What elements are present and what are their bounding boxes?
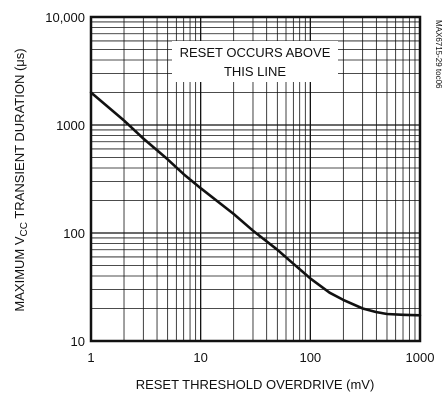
annotation-line-2: THIS LINE	[224, 64, 286, 79]
annotation-line-1: RESET OCCURS ABOVE	[180, 45, 331, 60]
x-tick-labels: 1 10 100 1000	[87, 350, 434, 365]
plot-frame	[89, 15, 422, 343]
x-tick-label: 10	[193, 350, 207, 365]
series-line	[89, 91, 422, 317]
side-note: MAX6715-29 toc06	[434, 20, 443, 89]
y-tick-label: 10,000	[45, 10, 85, 25]
x-tick-label: 1000	[406, 350, 435, 365]
x-axis-title: RESET THRESHOLD OVERDRIVE (mV)	[136, 377, 375, 392]
y-axis-title: MAXIMUM VCC TRANSIENT DURATION (μs)	[12, 48, 30, 311]
x-tick-label: 1	[87, 350, 94, 365]
y-tick-labels: 10 100 1000 10,000	[45, 10, 85, 349]
y-tick-label: 100	[63, 226, 85, 241]
y-tick-label: 10	[71, 334, 85, 349]
x-tick-label: 100	[299, 350, 321, 365]
annotation-box	[172, 41, 338, 82]
y-tick-label: 1000	[56, 118, 85, 133]
